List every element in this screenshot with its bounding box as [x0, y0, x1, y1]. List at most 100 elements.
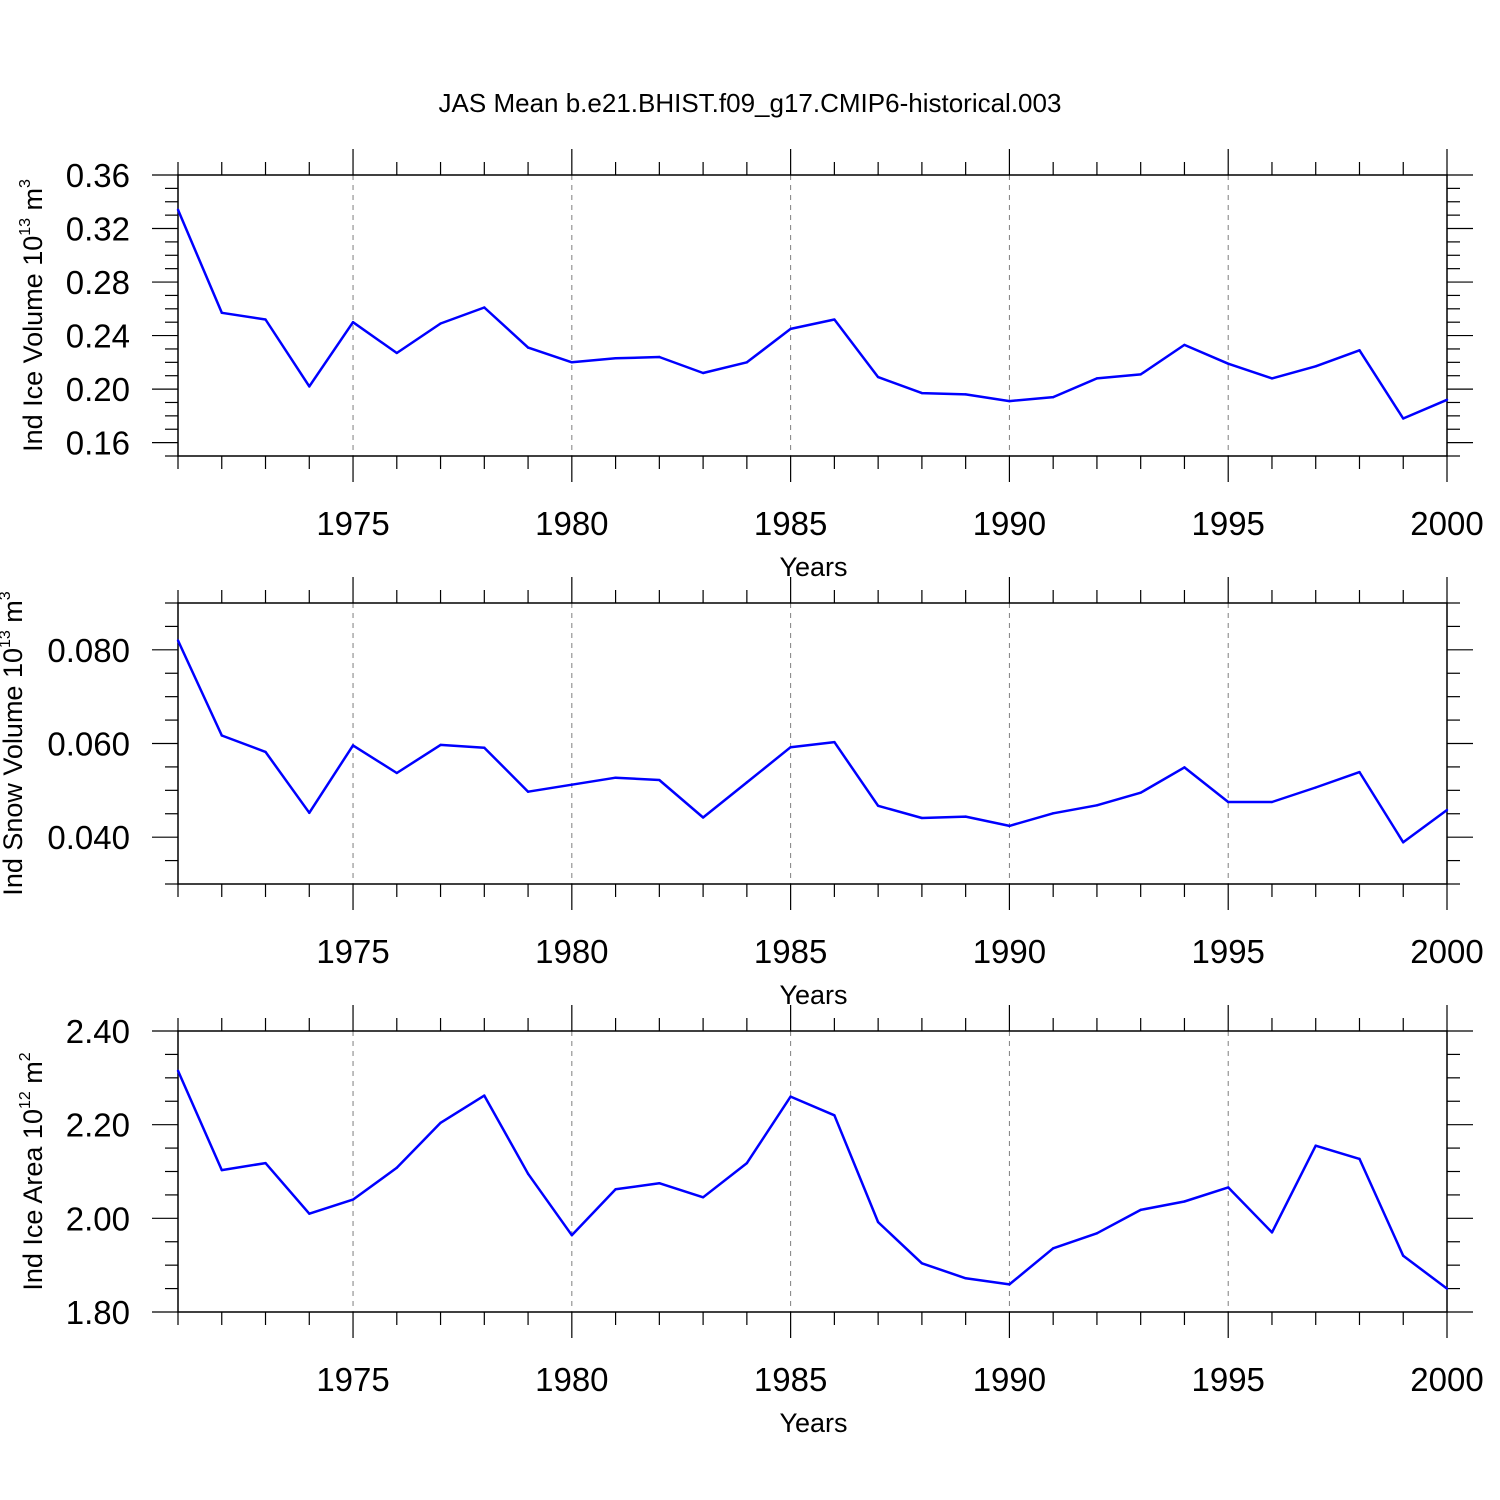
x-tick-label: 1985: [754, 933, 827, 970]
data-point: [1095, 377, 1099, 380]
y-axis-label-unit-exponent: 3: [0, 591, 14, 600]
chart-title: JAS Mean b.e21.BHIST.f09_g17.CMIP6-histo…: [439, 88, 1062, 118]
series-line: [176, 639, 1448, 844]
data-point: [789, 1095, 792, 1098]
y-axis-label-unit: m: [0, 600, 28, 630]
data-point: [1402, 841, 1405, 844]
data-point: [1183, 343, 1186, 347]
x-tick-label: 1975: [316, 505, 389, 542]
data-point: [439, 743, 442, 747]
data-point: [395, 1166, 398, 1169]
data-point: [1445, 398, 1449, 401]
data-point: [395, 771, 398, 775]
data-point: [1270, 800, 1274, 804]
y-tick-label: 2.40: [66, 1013, 130, 1050]
x-tick-label: 1975: [316, 1361, 389, 1398]
x-axis-label: Years: [779, 552, 847, 582]
data-point: [1139, 373, 1142, 376]
y-axis-label-unit: m: [18, 188, 48, 218]
x-tick-label: 1990: [973, 933, 1046, 970]
data-point: [176, 208, 180, 211]
data-point: [701, 816, 705, 819]
data-point: [264, 318, 267, 321]
x-tick-label: 2000: [1410, 1361, 1483, 1398]
x-tick-label: 1995: [1191, 505, 1264, 542]
y-tick-label: 0.28: [66, 264, 130, 301]
y-axis-label: Ind Ice Volume 1013 m3: [17, 179, 48, 452]
series-line: [176, 209, 1448, 420]
data-point: [439, 1121, 442, 1124]
x-tick-label: 1985: [754, 505, 827, 542]
data-point: [264, 1161, 267, 1165]
data-point: [833, 740, 836, 744]
data-point: [570, 1233, 574, 1237]
data-point: [526, 346, 530, 349]
y-axis-label-unit-exponent: 2: [17, 1052, 34, 1061]
data-point: [876, 375, 880, 379]
y-axis-label-text: Ind Ice Area 10: [18, 1109, 48, 1291]
data-point: [789, 327, 792, 331]
data-point: [1227, 362, 1230, 365]
data-point: [1358, 1157, 1361, 1161]
data-point: [745, 1161, 749, 1165]
y-axis-label-unit: m: [18, 1061, 48, 1091]
series-line: [176, 1070, 1448, 1290]
panel-snow-volume: 0.040 0.060 0.080 1975 1980 1985 1990 1995 2000 Y…: [0, 577, 1484, 1010]
y-axis-label-exponent: 12: [17, 1091, 34, 1109]
data-point: [789, 746, 792, 749]
plot-frame: [177, 174, 1448, 457]
data-point: [614, 776, 617, 779]
data-point: [395, 351, 398, 355]
data-point: [1402, 1254, 1405, 1258]
data-point: [614, 1188, 617, 1191]
x-tick-label: 1995: [1191, 1361, 1264, 1398]
data-point: [1270, 377, 1274, 380]
data-point: [1008, 1283, 1011, 1286]
data-point: [1051, 395, 1055, 399]
data-point: [1314, 786, 1317, 789]
data-point: [351, 1198, 355, 1201]
x-tick-label: 2000: [1410, 933, 1483, 970]
x-tick-label: 1990: [973, 1361, 1046, 1398]
data-point: [1095, 804, 1099, 807]
y-tick-label: 0.060: [47, 726, 130, 763]
data-point: [308, 811, 311, 815]
x-tick-label: 1990: [973, 505, 1046, 542]
data-point: [920, 1262, 924, 1265]
data-point: [658, 778, 661, 782]
x-tick-label: 1995: [1191, 933, 1264, 970]
x-tick-label: 1980: [535, 505, 608, 542]
data-point: [745, 781, 749, 784]
plot-frame: [177, 1030, 1448, 1313]
data-point: [1008, 399, 1011, 403]
y-tick-label: 0.080: [47, 632, 130, 669]
data-point: [1314, 365, 1317, 368]
y-tick-label: 2.20: [66, 1107, 130, 1144]
y-tick-label: 2.00: [66, 1200, 130, 1237]
data-point: [1139, 791, 1142, 794]
data-point: [1139, 1208, 1142, 1212]
y-axis-label: Ind Snow Volume 1013 m3: [0, 591, 28, 895]
y-tick-label: 0.20: [66, 371, 130, 408]
data-point: [176, 1069, 180, 1073]
data-point: [570, 361, 574, 364]
data-point: [701, 1196, 705, 1199]
x-tick-label: 1980: [535, 933, 608, 970]
data-point: [439, 322, 442, 325]
data-point: [701, 371, 705, 375]
data-point: [920, 816, 924, 820]
y-tick-label: 0.32: [66, 211, 130, 248]
data-point: [964, 815, 967, 818]
data-point: [526, 1172, 530, 1176]
data-point: [220, 734, 223, 737]
y-axis-label-unit-exponent: 3: [17, 179, 34, 188]
y-axis-label-exponent: 13: [17, 218, 34, 236]
y-axis-label: Ind Ice Area 1012 m2: [17, 1052, 48, 1290]
data-point: [483, 1094, 486, 1097]
data-point: [570, 783, 574, 786]
x-axis-label: Years: [779, 980, 847, 1010]
y-tick-label: 0.24: [66, 318, 130, 355]
data-point: [220, 311, 223, 315]
x-tick-label: 2000: [1410, 505, 1483, 542]
